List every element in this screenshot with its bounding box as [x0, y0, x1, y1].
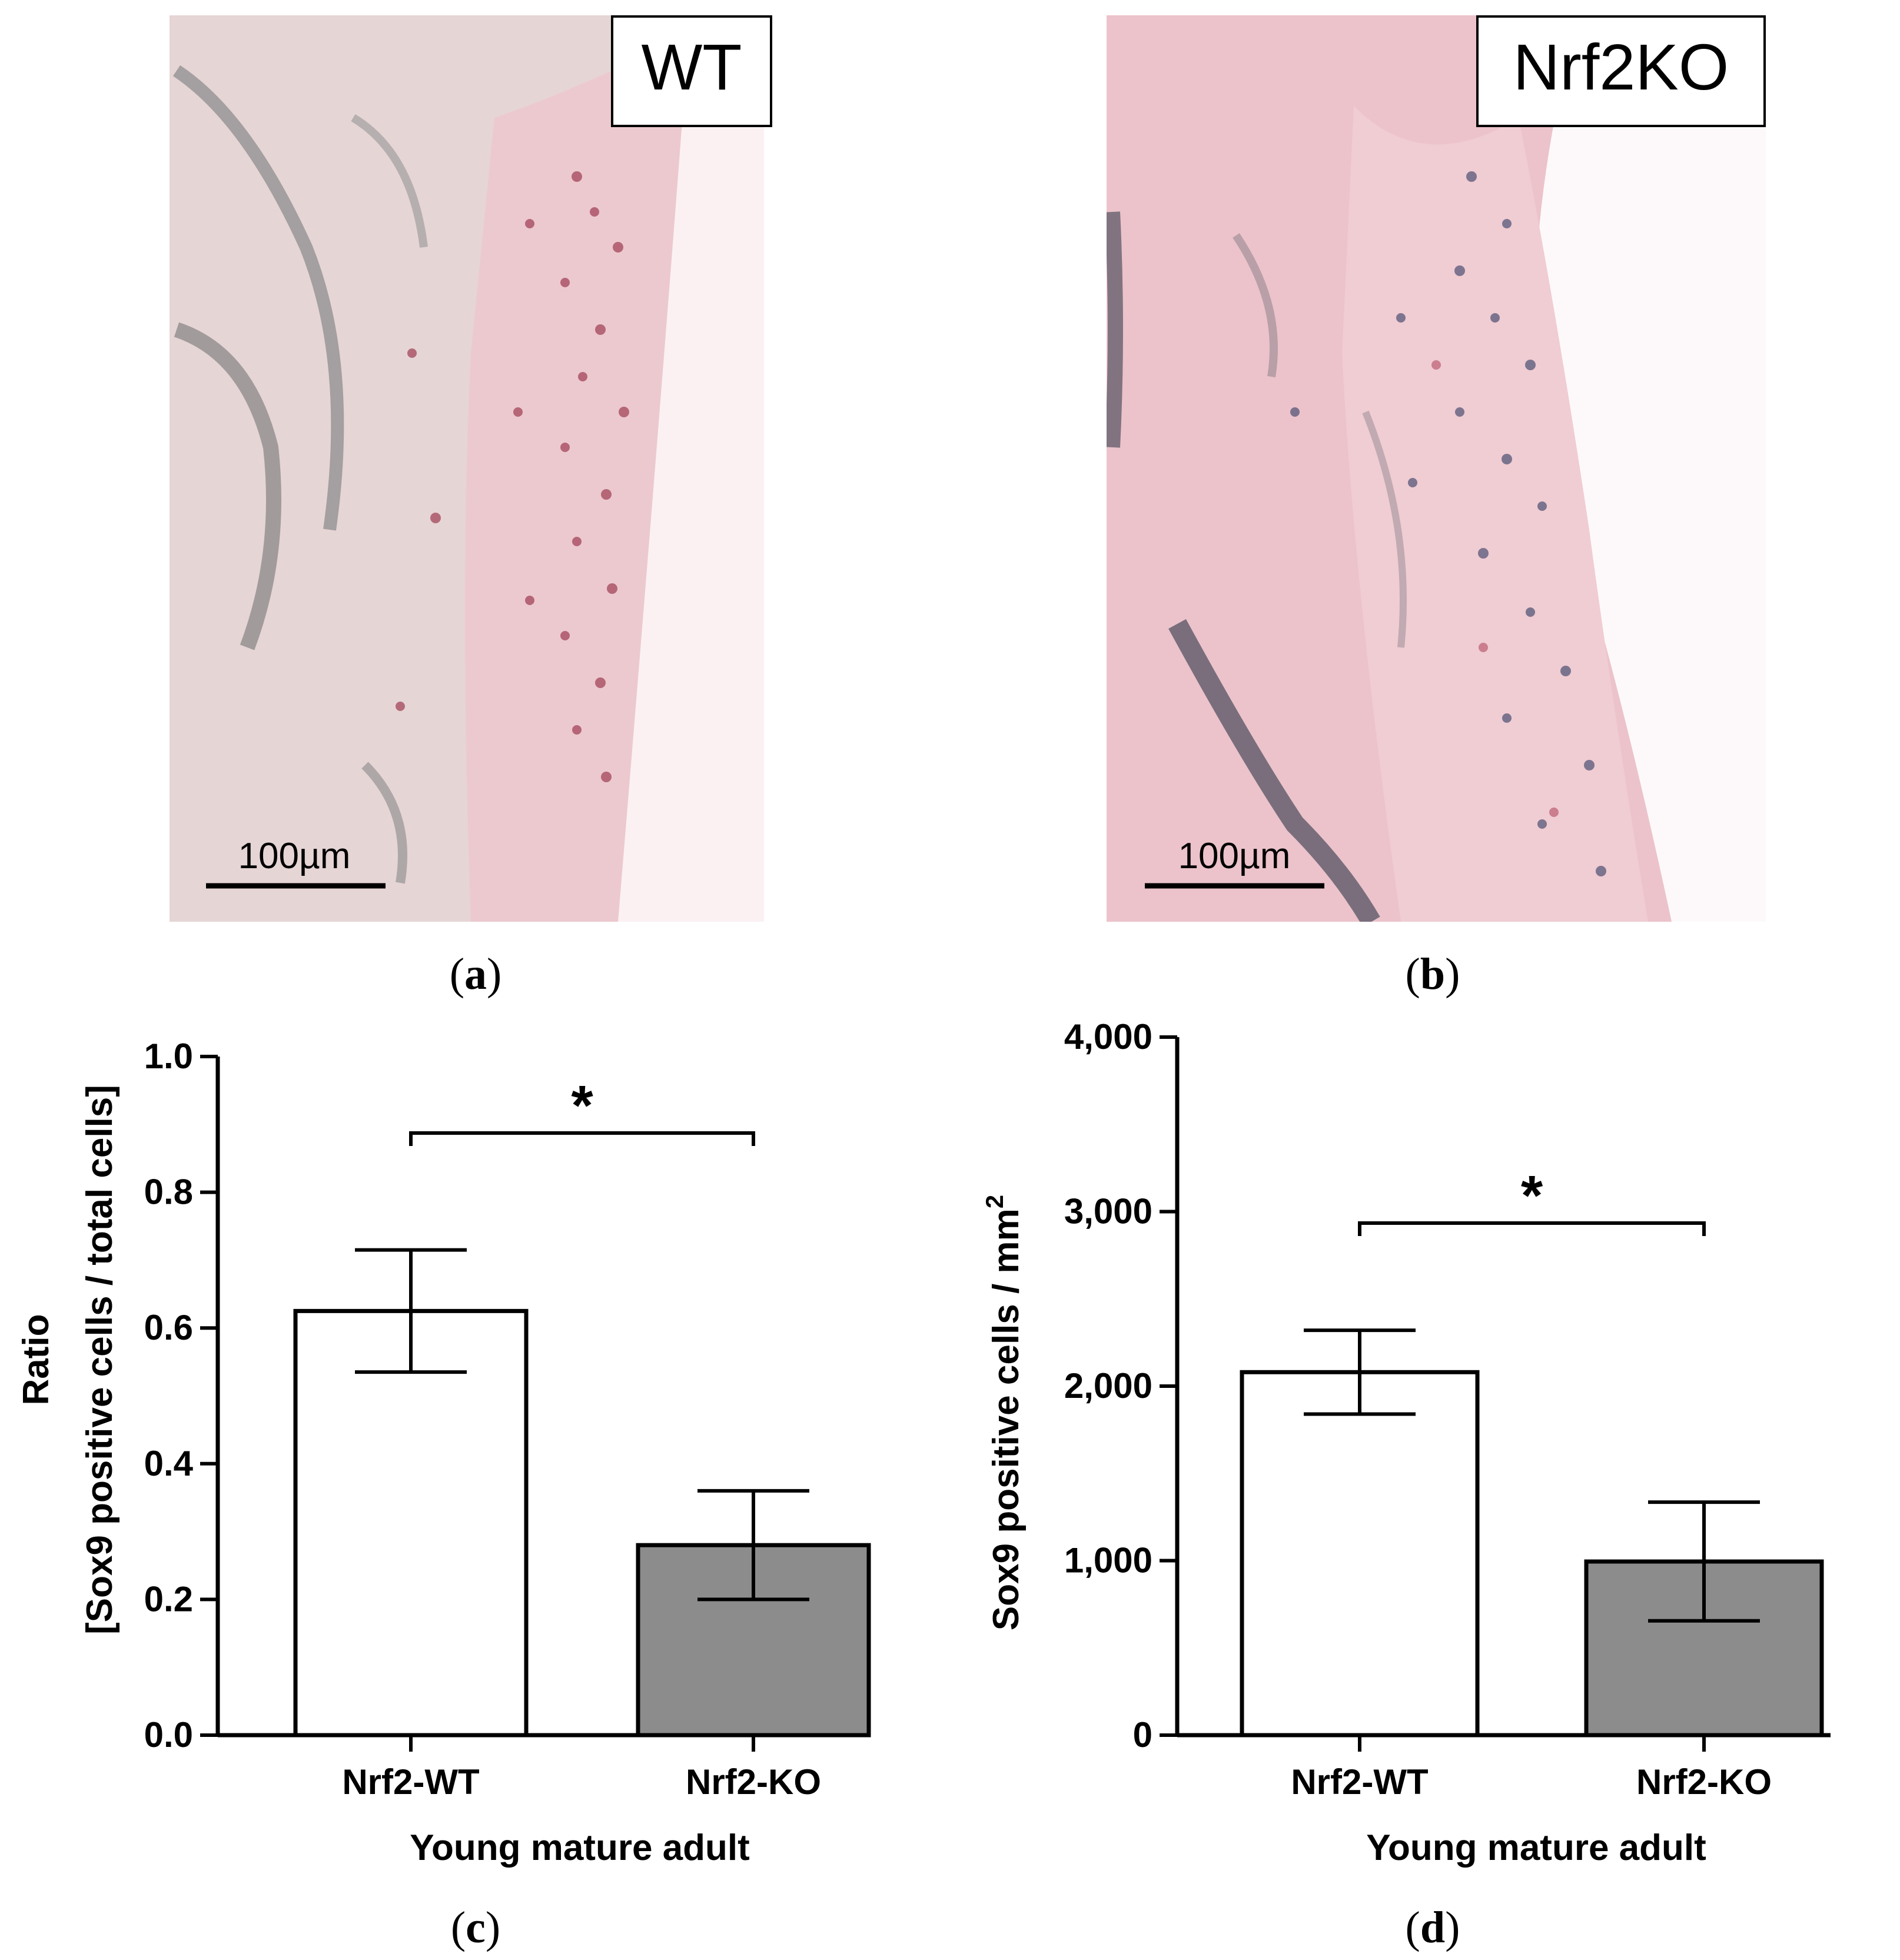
bar-nrf2-wt: [1240, 1370, 1480, 1738]
x-tick-label: Nrf2-KO: [1636, 1762, 1772, 1802]
panel-label-b: (b): [1406, 949, 1460, 999]
x-tick-label: Nrf2-KO: [686, 1762, 821, 1802]
x-tick-label: Nrf2-WT: [342, 1762, 479, 1802]
y-tick-label: 0.4: [144, 1444, 194, 1483]
y-tick-label: 3,000: [1064, 1192, 1152, 1231]
micrograph-wt: [170, 15, 764, 922]
x-tick-label: Nrf2-WT: [1291, 1762, 1428, 1802]
y-tick-label: 2,000: [1064, 1366, 1152, 1406]
svg-text:WT: WT: [641, 31, 742, 104]
panel-label-a: (a): [450, 949, 502, 999]
bar-chart-density: 0 1,000 2,000 3,000 4,000 Nrf2-WT Nrf2-KO * Sox…: [981, 1017, 1831, 1868]
y-axis-label: Sox9 positive cells / mm2: [981, 1195, 1027, 1630]
y-tick-label: 0: [1133, 1715, 1152, 1755]
panel-label-c: (c): [451, 1903, 500, 1952]
significance-bracket: [409, 1131, 755, 1146]
svg-text:100µm: 100µm: [1178, 836, 1291, 876]
y-axis-label-line2: [Sox9 positive cells / total cells]: [79, 1085, 120, 1635]
scale-bar-wt: 100µm: [206, 836, 386, 889]
y-tick-label: 0.2: [144, 1579, 193, 1619]
badge-nrf2ko: Nrf2KO: [1476, 15, 1766, 127]
y-tick-label: 1,000: [1064, 1541, 1152, 1580]
significance-star: *: [571, 1074, 593, 1137]
y-tick-label: 0.6: [144, 1308, 193, 1347]
y-tick-label: 1.0: [144, 1037, 193, 1076]
panel-label-d: (d): [1406, 1903, 1460, 1952]
x-axis-label: Young mature adult: [410, 1828, 750, 1868]
y-tick-label: 0.8: [144, 1172, 193, 1212]
significance-star: *: [1521, 1164, 1543, 1227]
scale-bar-nrf2ko: 100µm: [1145, 836, 1324, 889]
x-axis-label: Young mature adult: [1366, 1828, 1706, 1868]
svg-text:100µm: 100µm: [238, 836, 351, 876]
significance-bracket: [1358, 1221, 1706, 1236]
bar-nrf2-wt: [293, 1308, 529, 1738]
y-tick-label: 4,000: [1064, 1017, 1152, 1057]
badge-wt: WT: [611, 15, 772, 127]
svg-text:Nrf2KO: Nrf2KO: [1513, 31, 1729, 104]
y-tick-label: 0.0: [144, 1715, 193, 1755]
y-axis-label-line1: Ratio: [16, 1314, 57, 1406]
micrograph-nrf2ko: [1107, 15, 1766, 922]
